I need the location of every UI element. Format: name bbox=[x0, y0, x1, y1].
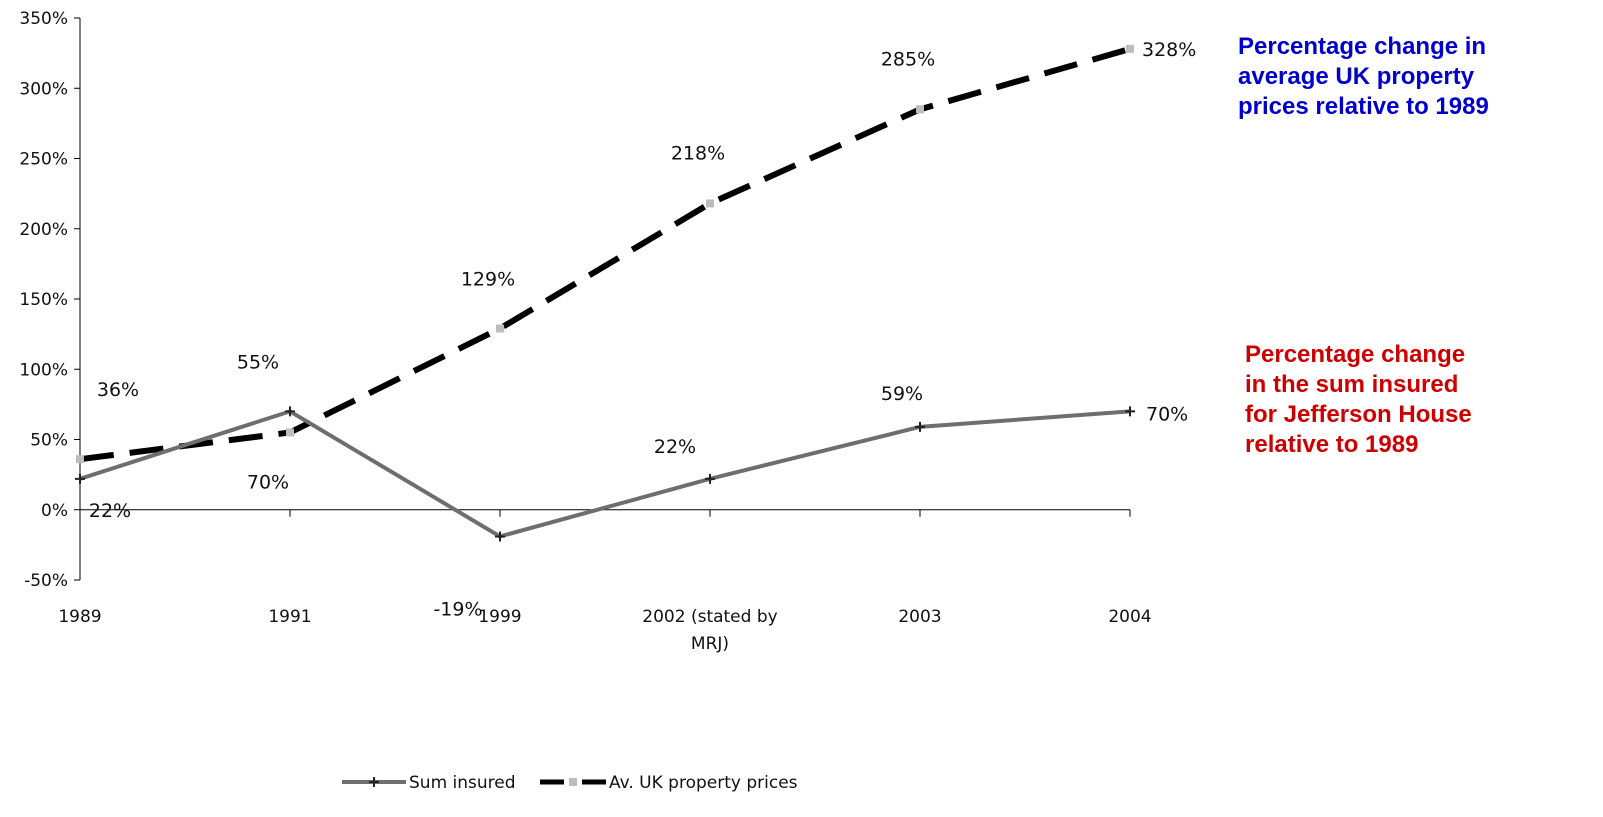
y-tick-label: 0% bbox=[41, 501, 68, 521]
property-price-data-label: 218% bbox=[671, 142, 725, 164]
y-tick-label: 350% bbox=[19, 9, 68, 29]
legend-label-av-uk-property-prices: Av. UK property prices bbox=[609, 773, 798, 793]
sum-insured-point bbox=[1125, 406, 1135, 417]
legend-marker-sum-insured bbox=[369, 777, 379, 787]
x-tick-label: 1989 bbox=[58, 607, 101, 627]
sum-insured-data-label: 70% bbox=[1146, 403, 1188, 425]
sum-insured-point bbox=[915, 421, 925, 432]
legend-marker-av-uk-property-prices bbox=[569, 778, 577, 786]
y-tick-label: 300% bbox=[19, 79, 68, 99]
sum-insured-data-label: 70% bbox=[247, 471, 289, 493]
property-price-point bbox=[496, 324, 504, 333]
property-price-point bbox=[1126, 44, 1134, 53]
sum-insured-data-label: -19% bbox=[433, 598, 482, 620]
y-tick-label: 150% bbox=[19, 290, 68, 310]
property-price-point bbox=[76, 455, 84, 464]
annotation-line: for Jefferson House bbox=[1245, 401, 1472, 428]
legend-label-sum-insured: Sum insured bbox=[409, 773, 516, 793]
sum-insured-point bbox=[705, 473, 715, 484]
sum-insured-point bbox=[75, 473, 85, 484]
sum-insured-data-label: 59% bbox=[881, 383, 923, 405]
property-price-data-label: 36% bbox=[97, 379, 139, 401]
property-price-data-label: 129% bbox=[461, 269, 515, 291]
property-price-point bbox=[286, 428, 294, 437]
y-tick-label: 50% bbox=[30, 431, 68, 451]
annotation-line: in the sum insured bbox=[1245, 371, 1459, 398]
sum-insured-annotation: Percentage change in the sum insured for… bbox=[1245, 340, 1575, 460]
sum-insured-point bbox=[285, 406, 295, 417]
annotation-line: relative to 1989 bbox=[1245, 431, 1419, 458]
x-tick-label: 1999 bbox=[478, 607, 521, 627]
annotation-line: prices relative to 1989 bbox=[1238, 93, 1489, 120]
y-tick-label: 200% bbox=[19, 220, 68, 240]
x-tick-label: 2003 bbox=[898, 607, 941, 627]
annotation-line: Percentage change bbox=[1245, 341, 1466, 368]
annotation-line: average UK property bbox=[1238, 63, 1475, 90]
y-tick-label: 100% bbox=[19, 360, 68, 380]
series-line-sum-insured bbox=[79, 409, 1131, 539]
y-tick-label: -50% bbox=[24, 571, 68, 591]
sum-insured-data-label: 22% bbox=[89, 500, 131, 522]
sum-insured-point bbox=[495, 531, 505, 542]
property-price-data-label: 55% bbox=[237, 351, 279, 373]
annotation-line: Percentage change in bbox=[1238, 33, 1487, 60]
x-tick-label: 2004 bbox=[1108, 607, 1151, 627]
property-price-annotation: Percentage change in average UK property… bbox=[1238, 32, 1603, 122]
property-price-point bbox=[916, 105, 924, 114]
y-tick-label: 250% bbox=[19, 150, 68, 170]
x-tick-label: 2002 (stated by MRJ) bbox=[642, 607, 777, 654]
sum-insured-data-label: 22% bbox=[654, 436, 696, 458]
x-tick-label: 1991 bbox=[268, 607, 311, 627]
series-line-av-uk-property-prices bbox=[79, 46, 1131, 463]
property-price-data-label: 285% bbox=[881, 48, 935, 70]
property-price-data-label: 328% bbox=[1142, 39, 1196, 61]
property-price-point bbox=[706, 199, 714, 208]
